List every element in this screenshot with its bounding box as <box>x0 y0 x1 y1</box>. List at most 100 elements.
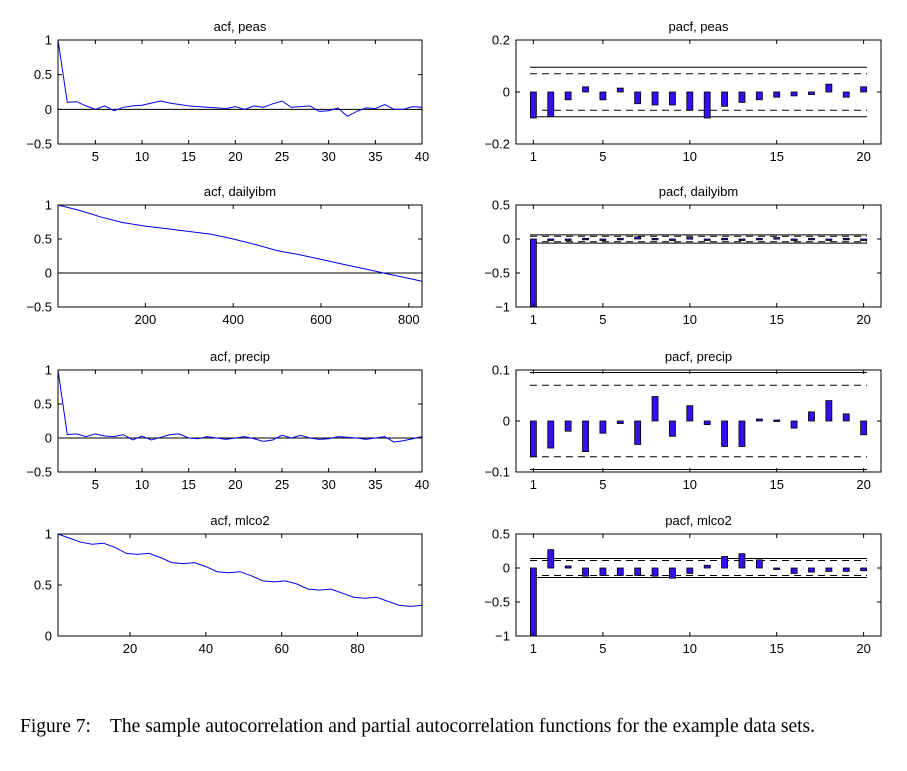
pacf-bar <box>721 237 728 241</box>
x-tick-label: 35 <box>368 149 382 164</box>
x-tick-label: 10 <box>683 641 697 656</box>
pacf-bar <box>703 238 711 241</box>
pacf-bar <box>860 86 868 93</box>
pacf-bar <box>825 83 833 93</box>
pacf-bar <box>634 236 642 240</box>
x-tick-label: 5 <box>599 641 606 656</box>
x-tick-label: 20 <box>856 641 870 656</box>
pacf-bar <box>599 567 607 576</box>
pacf-bar <box>669 91 676 106</box>
y-tick-label: 0.5 <box>34 397 52 412</box>
pacf-bar <box>686 91 694 111</box>
pacf-bar <box>686 405 694 422</box>
x-tick-label: 15 <box>769 312 783 327</box>
x-tick-label: 800 <box>398 312 420 327</box>
chart-title: pacf, mlco2 <box>665 513 731 528</box>
acf-series-line <box>57 39 423 117</box>
pacf-bar <box>808 567 815 573</box>
chart-title: acf, precip <box>210 349 270 364</box>
pacf-bar <box>738 91 746 103</box>
pacf-bar <box>616 567 624 576</box>
pacf-bar <box>547 420 555 449</box>
x-tick-label: 15 <box>769 641 783 656</box>
x-tick-label: 10 <box>683 477 697 492</box>
x-tick-label: 40 <box>415 149 429 164</box>
pacf-bar <box>703 564 711 569</box>
x-tick-label: 5 <box>599 312 606 327</box>
pacf-bar <box>738 238 746 241</box>
x-tick-label: 40 <box>199 641 213 656</box>
x-tick-label: 5 <box>92 149 99 164</box>
pacf-bar <box>842 567 850 572</box>
pacf-bar <box>599 238 607 241</box>
pacf-bar <box>529 567 537 637</box>
acf-series-line <box>57 204 423 282</box>
chart-title: pacf, dailyibm <box>659 184 738 199</box>
y-tick-label: −0.2 <box>484 137 510 152</box>
pacf-bar <box>721 556 728 569</box>
pacf-bar <box>808 91 815 95</box>
y-tick-label: 0.5 <box>34 232 52 247</box>
x-tick-label: 60 <box>274 641 288 656</box>
y-tick-label: 0 <box>503 232 510 247</box>
chart-panel-1: acf, peas 5 10 15 20 25 30 35 40 −0.5 0 0.5 1 <box>26 19 429 164</box>
pacf-bar <box>686 237 694 240</box>
x-tick-label: 15 <box>181 149 195 164</box>
x-tick-label: 20 <box>856 477 870 492</box>
axes-frame <box>57 369 423 473</box>
x-tick-label: 1 <box>530 149 537 164</box>
x-tick-label: 5 <box>92 477 99 492</box>
pacf-bar <box>616 420 624 424</box>
y-tick-label: −0.5 <box>26 465 52 480</box>
pacf-bar <box>842 413 850 422</box>
y-tick-label: 1 <box>45 527 52 542</box>
chart-title: acf, mlco2 <box>210 513 269 528</box>
x-tick-label: 20 <box>123 641 137 656</box>
x-tick-label: 25 <box>275 149 289 164</box>
axes-frame <box>515 204 882 308</box>
pacf-bar <box>842 237 850 241</box>
pacf-bar <box>529 238 537 308</box>
pacf-bar <box>564 420 572 432</box>
y-tick-label: 0 <box>503 561 510 576</box>
pacf-bar <box>564 91 572 101</box>
x-tick-label: 20 <box>228 149 242 164</box>
chart-title: acf, peas <box>214 19 267 34</box>
pacf-bar <box>599 420 607 434</box>
x-tick-label: 20 <box>856 149 870 164</box>
chart-title: pacf, precip <box>665 349 732 364</box>
pacf-bar <box>616 237 624 241</box>
pacf-bar <box>703 420 711 425</box>
x-tick-label: 20 <box>856 312 870 327</box>
x-tick-label: 200 <box>135 312 157 327</box>
pacf-bar <box>773 419 781 422</box>
pacf-bar <box>634 91 642 105</box>
pacf-bar <box>790 238 798 241</box>
x-tick-label: 15 <box>769 477 783 492</box>
pacf-bar <box>860 420 868 436</box>
pacf-bar <box>790 567 798 574</box>
chart-panel-5: acf, precip 5 10 15 20 25 30 35 40 −0.5 0 0.5 1 <box>26 349 429 492</box>
x-tick-label: 25 <box>275 477 289 492</box>
pacf-bar <box>773 567 781 570</box>
pacf-bar <box>755 91 763 101</box>
pacf-bar <box>808 237 815 241</box>
pacf-bar <box>669 238 676 241</box>
chart-panel-3: acf, dailyibm 200 400 600 800 −0.5 0 0.5 1 <box>26 184 423 327</box>
pacf-bar <box>529 420 537 458</box>
acf-series-line <box>57 369 423 443</box>
pacf-bar <box>860 567 868 572</box>
pacf-bar <box>808 411 815 422</box>
pacf-bar <box>651 91 659 106</box>
pacf-bar <box>599 91 607 101</box>
pacf-bar <box>529 91 537 119</box>
x-tick-label: 600 <box>310 312 332 327</box>
x-tick-label: 20 <box>228 477 242 492</box>
pacf-bar <box>651 396 659 422</box>
y-tick-label: 0 <box>503 85 510 100</box>
chart-title: pacf, peas <box>669 19 729 34</box>
y-tick-label: 0 <box>45 629 52 644</box>
y-tick-label: 1 <box>45 33 52 48</box>
